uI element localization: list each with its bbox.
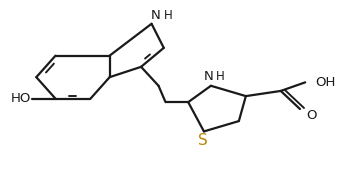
Text: N: N	[151, 9, 161, 22]
Text: H: H	[164, 9, 173, 22]
Text: HO: HO	[11, 92, 31, 105]
Text: H: H	[216, 70, 225, 83]
Text: S: S	[199, 133, 208, 148]
Text: N: N	[203, 70, 213, 83]
Text: OH: OH	[316, 76, 336, 89]
Text: O: O	[306, 108, 316, 122]
